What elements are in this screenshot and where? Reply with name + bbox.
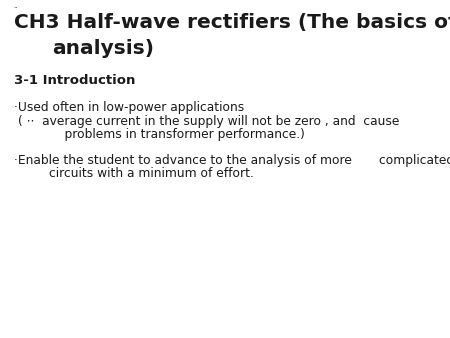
Text: ·Enable the student to advance to the analysis of more       complicated: ·Enable the student to advance to the an… (14, 154, 450, 167)
Text: ( ⋅⋅  average current in the supply will not be zero , and  cause: ( ⋅⋅ average current in the supply will … (18, 115, 400, 128)
Text: circuits with a minimum of effort.: circuits with a minimum of effort. (18, 167, 254, 180)
Text: ⋅⋅: ⋅⋅ (14, 5, 18, 11)
Text: ·Used often in low-power applications: ·Used often in low-power applications (14, 101, 244, 114)
Text: problems in transformer performance.): problems in transformer performance.) (18, 128, 305, 141)
Text: analysis): analysis) (52, 39, 154, 58)
Text: 3-1 Introduction: 3-1 Introduction (14, 74, 135, 87)
Text: CH3 Half-wave rectifiers (The basics of: CH3 Half-wave rectifiers (The basics of (14, 13, 450, 32)
